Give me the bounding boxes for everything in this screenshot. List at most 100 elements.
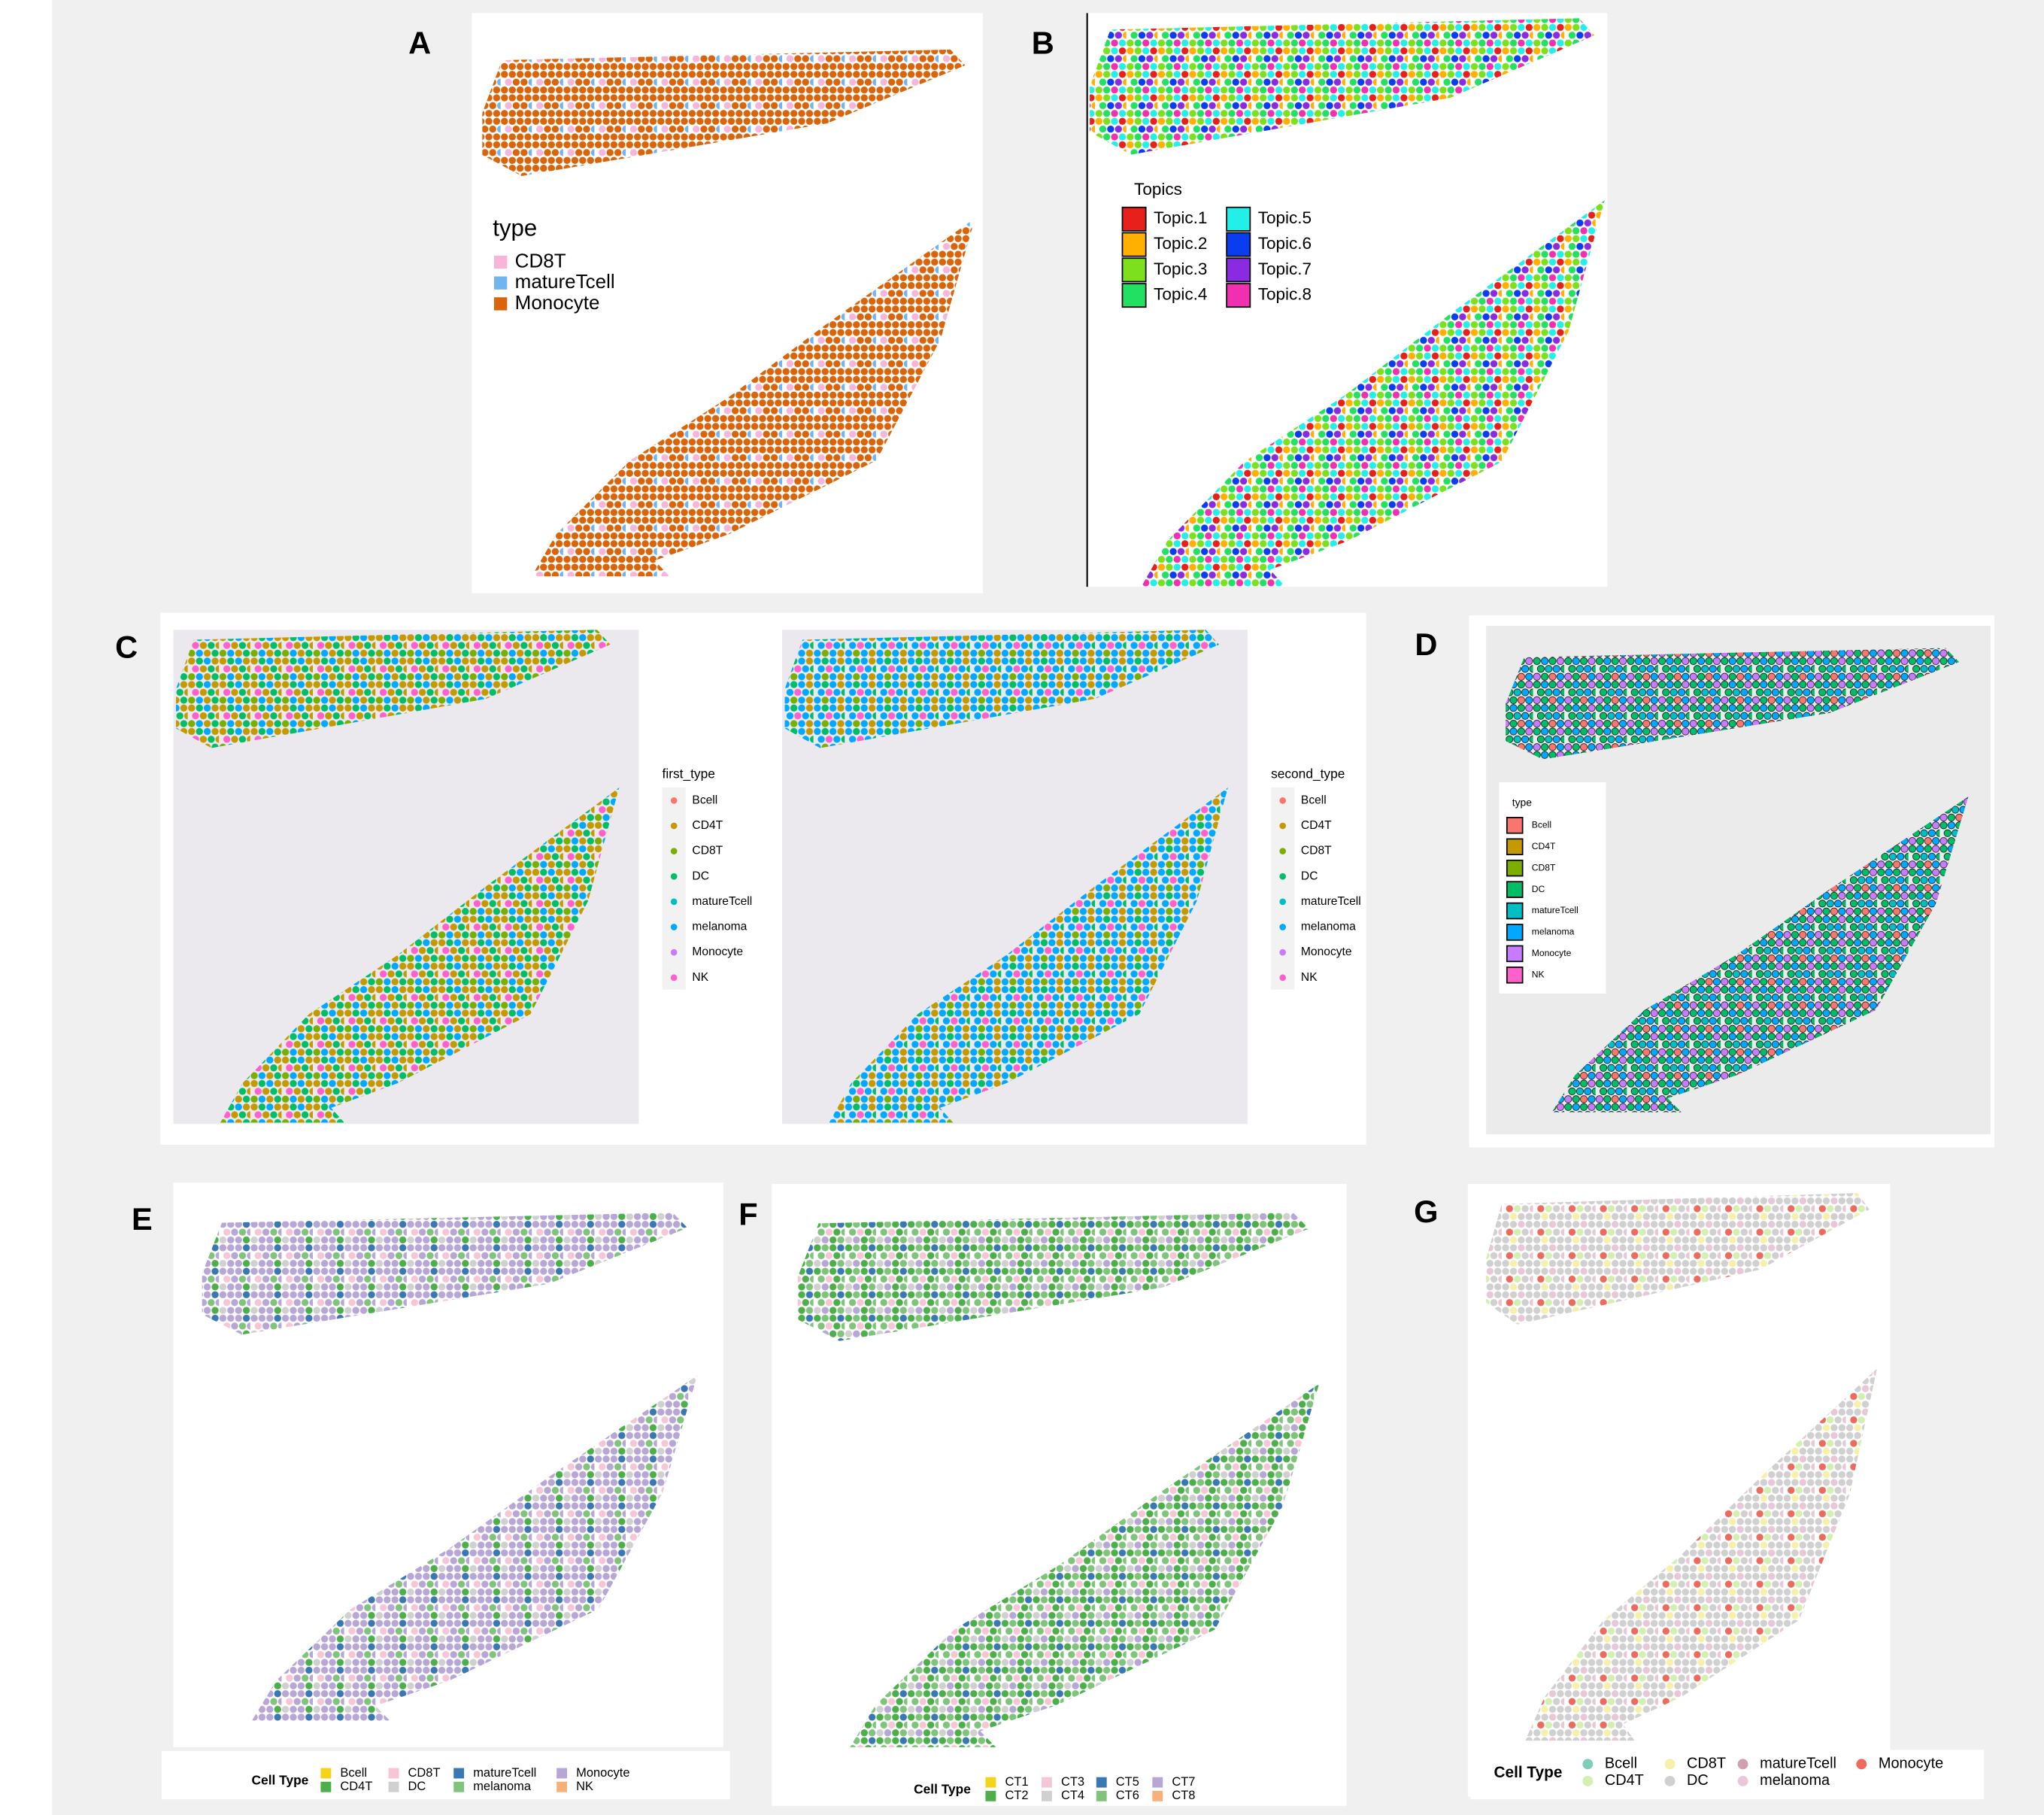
legend-label: Monocyte xyxy=(576,1766,629,1780)
legend-label: CT4 xyxy=(1061,1789,1084,1802)
legend-title: Topics xyxy=(1134,180,1182,199)
legend-key xyxy=(1227,208,1250,231)
legend-key xyxy=(671,924,678,930)
legend-label: matureTcell xyxy=(1301,895,1361,908)
legend-label: CD8T xyxy=(1687,1756,1726,1772)
legend-key xyxy=(1507,860,1523,876)
legend-label: Monocyte xyxy=(1879,1756,1943,1772)
legend-label: CD8T xyxy=(1301,845,1332,857)
legend-label: matureTcell xyxy=(692,895,752,908)
legend-key xyxy=(1582,1759,1593,1769)
legend-key xyxy=(556,1768,567,1779)
legend-key xyxy=(453,1768,464,1779)
legend-label: matureTcell xyxy=(515,270,615,293)
legend-key xyxy=(1279,848,1286,854)
legend-label: CT3 xyxy=(1061,1775,1084,1789)
legend-title: Cell Type xyxy=(914,1782,971,1797)
legend-label: CD8T xyxy=(692,845,723,857)
legend-key xyxy=(1507,839,1523,854)
legend-key xyxy=(1507,882,1523,897)
legend-label: CD4T xyxy=(1532,841,1556,851)
legend-key xyxy=(671,974,678,981)
legend-key xyxy=(671,848,678,854)
legend-key xyxy=(1279,823,1286,830)
legend-label: NK xyxy=(576,1780,593,1793)
legend-label: melanoma xyxy=(1760,1772,1830,1789)
legend-key xyxy=(1279,924,1286,930)
legend-label: Topic.5 xyxy=(1258,208,1312,227)
legend-key xyxy=(985,1777,996,1788)
legend-key xyxy=(1738,1759,1748,1769)
legend-key xyxy=(1279,974,1286,981)
legend-title: type xyxy=(493,214,537,241)
legend-label: matureTcell xyxy=(1760,1756,1836,1772)
legend-label: Monocyte xyxy=(1301,945,1352,958)
legend-label: CT8 xyxy=(1172,1789,1195,1802)
legend-key xyxy=(671,949,678,956)
legend-key xyxy=(320,1782,331,1792)
legend-label: Topic.3 xyxy=(1154,260,1207,278)
legend-key xyxy=(389,1782,399,1792)
legend-label: Bcell xyxy=(1532,819,1551,830)
legend-key xyxy=(494,297,507,310)
legend-key xyxy=(1507,967,1523,983)
legend-title: second_type xyxy=(1271,766,1345,781)
legend-key xyxy=(671,873,678,880)
legend-label: CD4T xyxy=(340,1780,372,1793)
legend-key xyxy=(1279,873,1286,880)
legend-key xyxy=(453,1782,464,1792)
legend-label: Bcell xyxy=(1301,794,1327,806)
legend-key-bg xyxy=(1271,788,1294,990)
legend-key xyxy=(494,256,507,269)
legend-label: melanoma xyxy=(692,921,747,933)
legend-key xyxy=(1507,945,1523,961)
legend-label: NK xyxy=(1532,969,1545,979)
legend-title: type xyxy=(1512,796,1532,808)
legend-bar xyxy=(162,1751,730,1799)
legend-key xyxy=(1122,258,1145,281)
legend-key xyxy=(1665,1776,1676,1786)
legend-key xyxy=(556,1782,567,1792)
legend-label: DC xyxy=(692,870,709,882)
legend-key xyxy=(1227,284,1250,307)
legend-label: CT1 xyxy=(1005,1775,1028,1789)
figure: Atype CD8T matureTcell Monocyte B Topics Topic… xyxy=(0,0,2044,1815)
legend-key xyxy=(1507,903,1523,919)
legend-label: melanoma xyxy=(473,1780,532,1793)
legend-key xyxy=(1665,1759,1676,1769)
legend-label: Bcell xyxy=(692,794,717,806)
legend-label: Bcell xyxy=(1605,1756,1637,1772)
legend-label: CT6 xyxy=(1116,1789,1139,1802)
legend-key xyxy=(1279,899,1286,906)
panel-label: F xyxy=(738,1196,757,1231)
legend-label: CT7 xyxy=(1172,1775,1195,1789)
legend-key xyxy=(389,1768,399,1779)
legend-key xyxy=(1227,258,1250,281)
legend-key xyxy=(1152,1791,1163,1801)
legend-key xyxy=(671,823,678,830)
legend-title: Cell Type xyxy=(1494,1764,1562,1781)
legend-label: CD8T xyxy=(1532,862,1556,873)
panel-label: B xyxy=(1032,26,1054,61)
legend-title: Cell Type xyxy=(252,1772,309,1787)
legend-title: first_type xyxy=(663,766,715,781)
legend-key xyxy=(671,899,678,906)
legend-label: Bcell xyxy=(340,1766,367,1780)
legend-label: Monocyte xyxy=(692,945,743,958)
legend-key xyxy=(1122,232,1145,256)
legend-label: matureTcell xyxy=(473,1766,536,1780)
legend-label: CD4T xyxy=(692,819,723,832)
legend-key xyxy=(1227,232,1250,256)
legend-label: Topic.2 xyxy=(1154,234,1207,253)
panel-label: C xyxy=(115,629,138,664)
legend-label: CD8T xyxy=(408,1766,441,1780)
legend-key xyxy=(1152,1777,1163,1788)
legend-label: Topic.7 xyxy=(1258,260,1312,278)
legend-label: NK xyxy=(692,971,708,984)
legend-key xyxy=(1279,949,1286,956)
legend-key xyxy=(320,1768,331,1779)
legend-key xyxy=(1096,1791,1107,1801)
legend-key xyxy=(985,1791,996,1801)
legend-key xyxy=(1122,284,1145,307)
panel-label: A xyxy=(408,26,431,61)
